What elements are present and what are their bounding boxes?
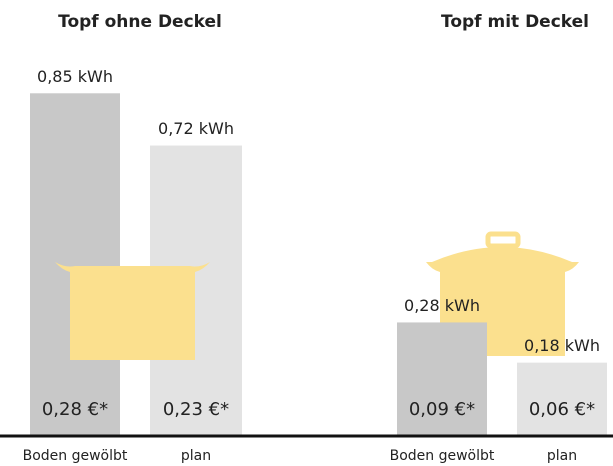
category-label: Boden gewölbt (390, 448, 495, 464)
chart-title: Topf mit Deckel (441, 12, 589, 32)
cost-label: 0,28 €* (42, 399, 108, 420)
category-label: plan (181, 448, 211, 464)
cost-label: 0,09 €* (409, 399, 475, 420)
labels-layer: Topf ohne Deckel 0,85 kWh 0,28 €* Boden gew… (23, 12, 600, 464)
value-label: 0,28 kWh (404, 296, 480, 315)
bar (30, 93, 120, 436)
foreground-layer (55, 262, 210, 360)
cost-label: 0,23 €* (163, 399, 229, 420)
value-label: 0,85 kWh (37, 67, 113, 86)
bars-layer (30, 93, 607, 436)
category-label: plan (547, 448, 577, 464)
pot-without-lid (55, 262, 210, 360)
value-label: 0,72 kWh (158, 119, 234, 138)
cost-label: 0,06 €* (529, 399, 595, 420)
category-label: Boden gewölbt (23, 448, 128, 464)
bar (517, 362, 607, 435)
chart-title: Topf ohne Deckel (58, 12, 222, 32)
value-label: 0,18 kWh (524, 336, 600, 355)
bar (397, 322, 487, 435)
